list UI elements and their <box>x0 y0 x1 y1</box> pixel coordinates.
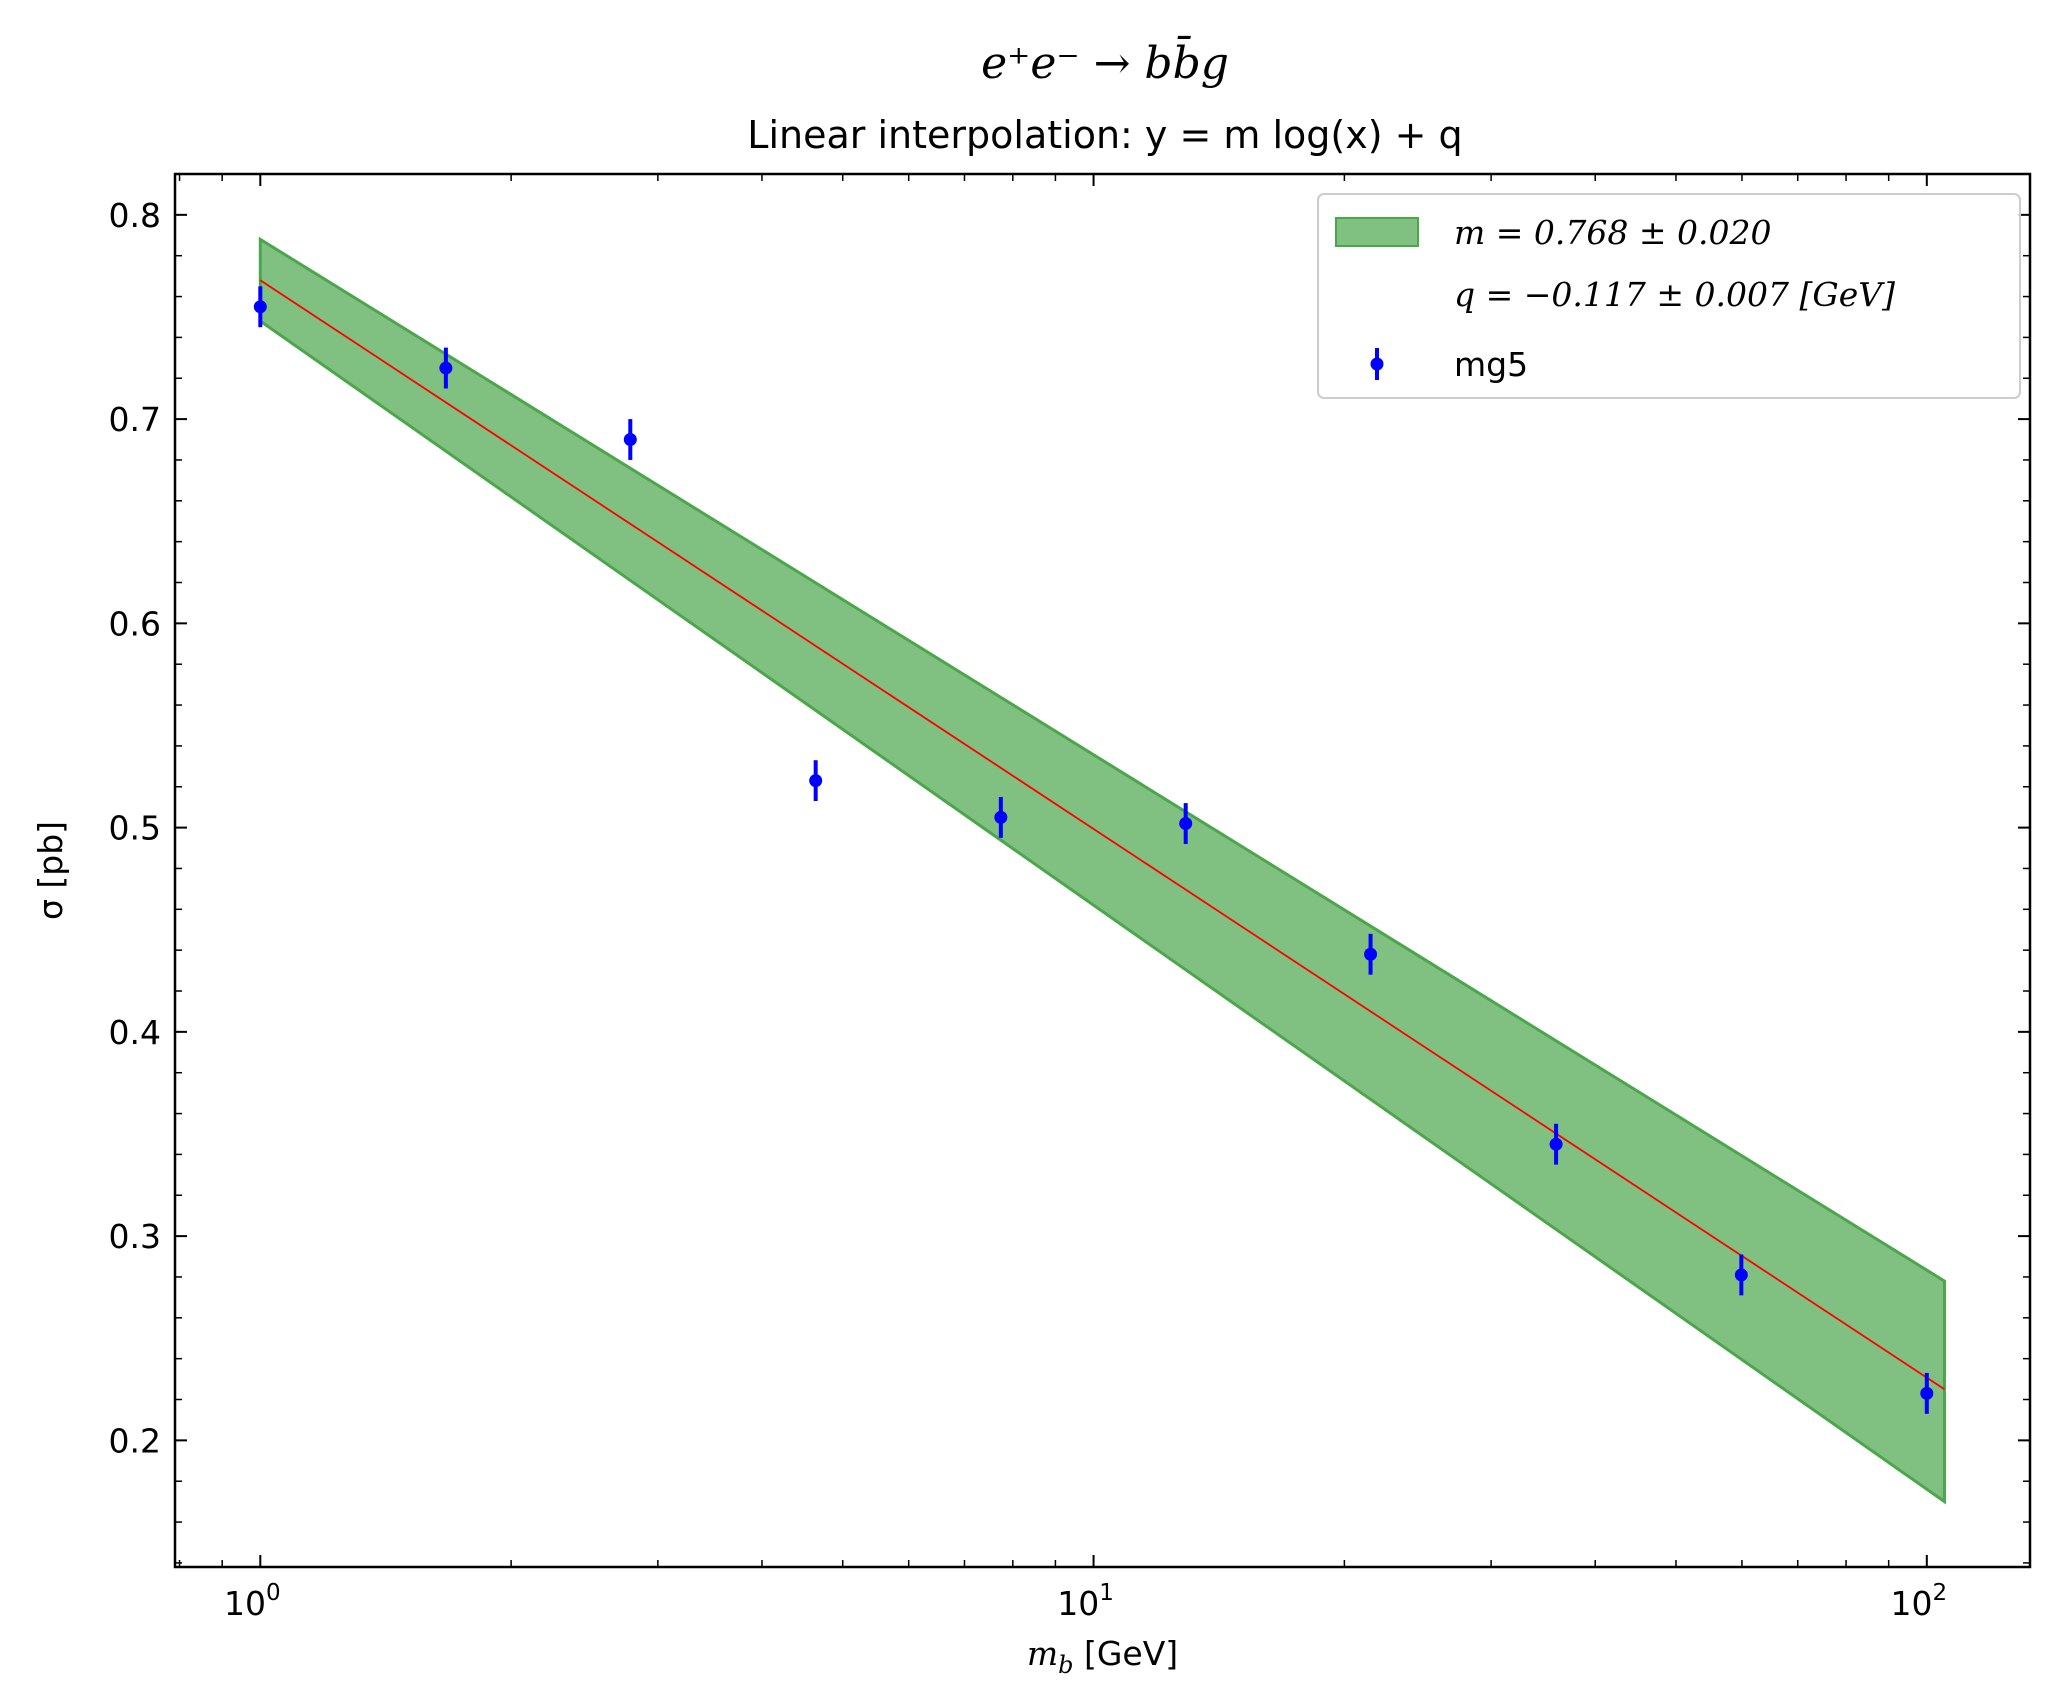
x-axis-label-subscript: b <box>1058 1651 1073 1679</box>
legend-point-marker <box>1370 357 1384 371</box>
chart-subtitle: Linear interpolation: y = m log(x) + q <box>747 113 1462 157</box>
data-point-marker <box>809 774 823 788</box>
legend-box <box>1317 193 2021 399</box>
data-point <box>1364 933 1378 975</box>
fit-line-layer <box>259 279 1945 1391</box>
x-tick-label-base: 10 <box>224 1584 266 1623</box>
data-point <box>439 347 453 389</box>
x-axis-label-symbol: m <box>1027 1634 1058 1673</box>
data-point <box>994 796 1008 838</box>
y-tick-label: 0.5 <box>109 809 161 848</box>
x-tick-label-exponent: 0 <box>266 1580 281 1606</box>
data-point <box>1920 1372 1934 1414</box>
x-tick-label: 102 <box>1890 1580 1947 1623</box>
fit-uncertainty-band <box>258 236 1946 1505</box>
chart-title: e⁺e⁻ → bb̄g <box>981 34 1229 89</box>
x-tick-label-exponent: 2 <box>1932 1580 1947 1606</box>
y-tick-label: 0.3 <box>109 1217 161 1256</box>
legend: m = 0.768 ± 0.020 q = −0.117 ± 0.007 [Ge… <box>1317 193 2021 399</box>
legend-points-label: mg5 <box>1454 345 1528 384</box>
x-axis-label: mb [GeV] <box>1027 1634 1178 1679</box>
y-tick-label: 0.2 <box>109 1421 161 1460</box>
data-point-marker <box>1179 817 1193 831</box>
data-point <box>1734 1254 1748 1296</box>
data-point-marker <box>1549 1137 1563 1151</box>
x-tick-label: 100 <box>224 1580 281 1623</box>
data-points-layer <box>253 286 1934 1414</box>
data-point-marker <box>439 361 453 375</box>
data-point <box>809 760 823 802</box>
y-axis-label: σ [pb] <box>31 821 70 920</box>
x-tick-label-base: 10 <box>1057 1584 1099 1623</box>
data-point <box>1179 803 1193 844</box>
data-point-marker <box>253 300 267 314</box>
data-point-marker <box>1920 1386 1934 1400</box>
data-point <box>623 419 637 460</box>
y-tick-label: 0.7 <box>109 400 161 439</box>
x-axis-label-unit: [GeV] <box>1073 1634 1178 1673</box>
data-point-marker <box>994 810 1008 824</box>
data-point-marker <box>1364 947 1378 961</box>
data-point-marker <box>623 433 637 447</box>
fit-band-layer <box>258 236 1946 1505</box>
x-tick-label-base: 10 <box>1890 1584 1932 1623</box>
y-tick-label: 0.4 <box>109 1013 161 1052</box>
y-tick-label: 0.8 <box>109 196 161 235</box>
axes-frame <box>173 172 2032 1569</box>
data-point <box>1549 1123 1563 1165</box>
data-point-marker <box>1734 1268 1748 1282</box>
y-tick-label: 0.6 <box>109 604 161 643</box>
x-tick-label-exponent: 1 <box>1099 1580 1114 1606</box>
x-tick-label: 101 <box>1057 1580 1114 1623</box>
data-point <box>253 286 267 328</box>
legend-band-swatch <box>1335 217 1419 247</box>
legend-band-label: m = 0.768 ± 0.020 <box>1454 213 1772 252</box>
fit-line <box>259 279 1945 1391</box>
legend-q-label: q = −0.117 ± 0.007 [GeV] <box>1454 275 1895 314</box>
